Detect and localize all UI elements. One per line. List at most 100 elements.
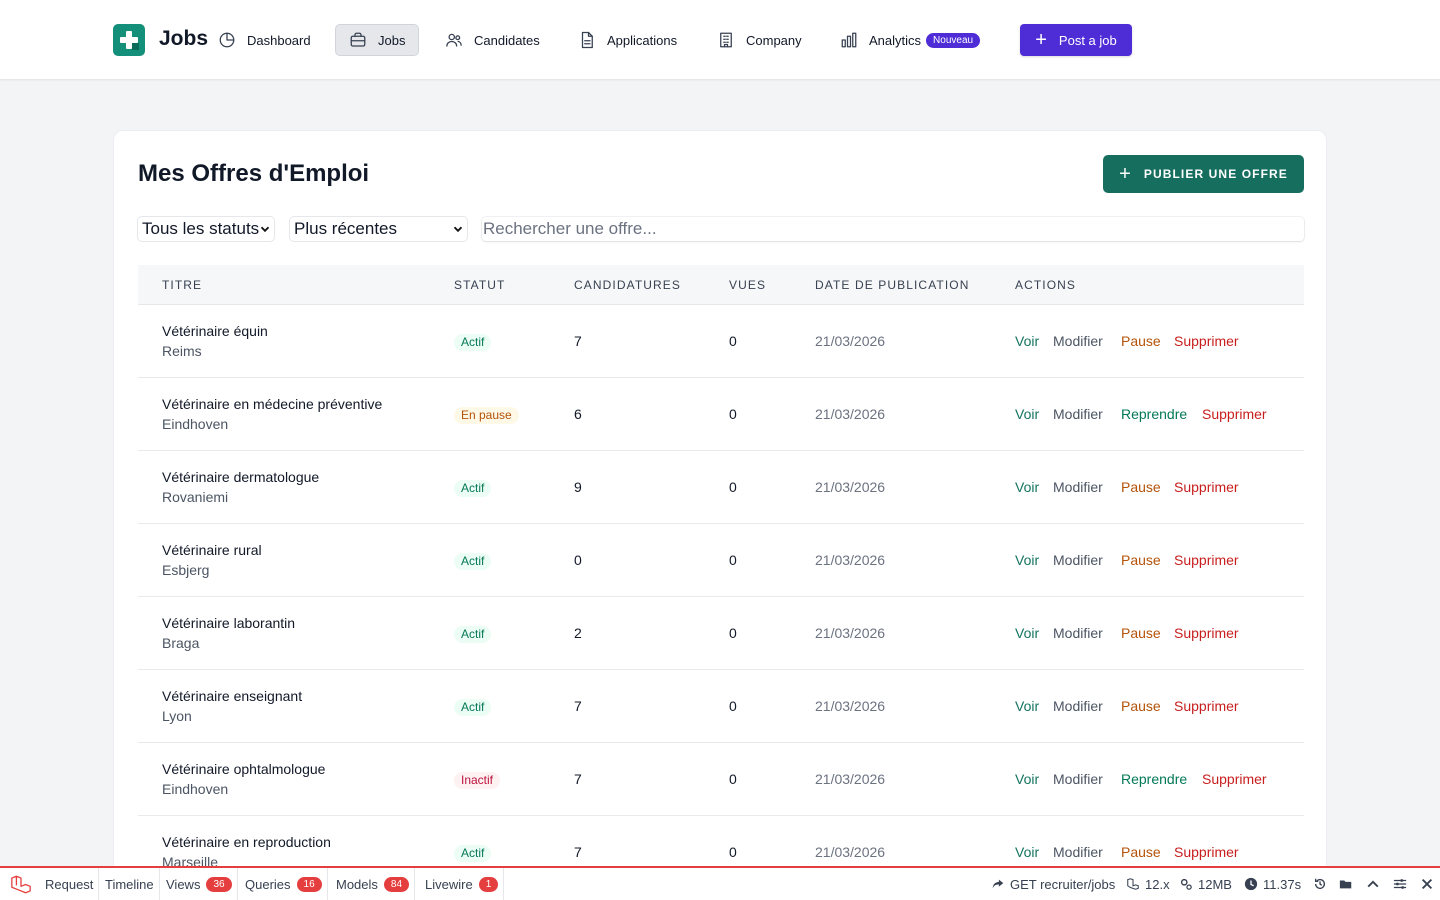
resume-link[interactable]: Reprendre xyxy=(1121,771,1188,787)
table-row: Vétérinaire ophtalmologue Eindhoven Inacti… xyxy=(138,743,1304,816)
column-header-applications[interactable]: CANDIDATURES xyxy=(574,278,681,292)
share-arrow-icon xyxy=(992,879,1004,889)
delete-link[interactable]: Supprimer xyxy=(1202,771,1267,787)
delete-link[interactable]: Supprimer xyxy=(1174,552,1239,568)
job-title[interactable]: Vétérinaire ophtalmologue xyxy=(162,761,326,777)
delete-link[interactable]: Supprimer xyxy=(1174,479,1239,495)
status-filter-select[interactable]: Tous les statuts xyxy=(138,217,274,241)
view-link[interactable]: Voir xyxy=(1015,406,1040,422)
debug-tab-livewire[interactable]: Livewire 1 xyxy=(420,868,505,900)
brand-title[interactable]: Jobs xyxy=(159,27,209,50)
applications-count: 7 xyxy=(574,771,582,787)
nav-item-dashboard[interactable]: Dashboard xyxy=(218,24,311,56)
pause-link[interactable]: Pause xyxy=(1121,625,1161,641)
view-link[interactable]: Voir xyxy=(1015,552,1040,568)
status-badge: Actif xyxy=(454,699,492,716)
delete-link[interactable]: Supprimer xyxy=(1202,406,1267,422)
document-icon xyxy=(581,31,593,49)
edit-link[interactable]: Modifier xyxy=(1053,844,1103,860)
version-info[interactable]: 12.x xyxy=(1126,868,1170,900)
debug-tab-label: Request xyxy=(45,876,94,892)
applications-count: 7 xyxy=(574,698,582,714)
debug-tab-timeline[interactable]: Timeline xyxy=(100,868,160,900)
job-title[interactable]: Vétérinaire en médecine préventive xyxy=(162,396,383,412)
debug-tab-request[interactable]: Request xyxy=(40,868,100,900)
pause-link[interactable]: Pause xyxy=(1121,698,1161,714)
debug-tab-label: Queries xyxy=(245,876,291,892)
top-navigation: Jobs Dashboard Jobs Candidates Applicati… xyxy=(0,0,1440,80)
job-title[interactable]: Vétérinaire en reproduction xyxy=(162,834,331,850)
nav-item-applications[interactable]: Applications xyxy=(578,24,677,56)
delete-link[interactable]: Supprimer xyxy=(1174,625,1239,641)
column-header-date[interactable]: DATE DE PUBLICATION xyxy=(815,278,970,292)
views-count: 0 xyxy=(729,479,737,495)
job-title[interactable]: Vétérinaire rural xyxy=(162,542,262,558)
status-filter-value: Tous les statuts xyxy=(142,219,260,238)
chevron-up-icon[interactable] xyxy=(1366,877,1380,891)
view-link[interactable]: Voir xyxy=(1015,625,1040,641)
nav-item-jobs[interactable]: Jobs xyxy=(335,24,420,56)
job-title[interactable]: Vétérinaire laborantin xyxy=(162,615,296,631)
post-job-button[interactable]: + Post a job xyxy=(1020,24,1132,56)
status-badge: Actif xyxy=(454,480,492,497)
close-icon[interactable] xyxy=(1420,877,1434,891)
views-count: 0 xyxy=(729,771,737,787)
pause-link[interactable]: Pause xyxy=(1121,844,1161,860)
job-title[interactable]: Vétérinaire équin xyxy=(162,323,268,339)
delete-link[interactable]: Supprimer xyxy=(1174,698,1239,714)
nav-item-company[interactable]: Company xyxy=(717,24,802,56)
job-title[interactable]: Vétérinaire dermatologue xyxy=(162,469,320,485)
nav-item-analytics[interactable]: Analytics Nouveau xyxy=(840,24,981,56)
status-badge: Inactif xyxy=(454,772,501,789)
post-job-label: Post a job xyxy=(1058,32,1117,48)
folder-open-icon[interactable] xyxy=(1339,877,1353,891)
chevron-down-icon xyxy=(260,226,270,233)
publication-date: 21/03/2026 xyxy=(815,552,886,568)
view-link[interactable]: Voir xyxy=(1015,771,1040,787)
pause-link[interactable]: Pause xyxy=(1121,333,1161,349)
job-title[interactable]: Vétérinaire enseignant xyxy=(162,688,303,704)
table-row: Vétérinaire rural Esbjerg Actif 0 0 21/03/202… xyxy=(138,524,1304,597)
status-badge: Actif xyxy=(454,553,492,570)
pause-link[interactable]: Pause xyxy=(1121,479,1161,495)
users-icon xyxy=(446,33,462,47)
debug-tab-views[interactable]: Views 36 xyxy=(161,868,238,900)
resume-link[interactable]: Reprendre xyxy=(1121,406,1188,422)
time-info[interactable]: 11.37s xyxy=(1244,868,1301,900)
bar-chart-icon xyxy=(841,32,857,48)
column-header-title[interactable]: TITRE xyxy=(162,278,203,292)
publish-offer-button[interactable]: + PUBLIER UNE OFFRE xyxy=(1103,155,1304,193)
delete-link[interactable]: Supprimer xyxy=(1174,333,1239,349)
edit-link[interactable]: Modifier xyxy=(1053,333,1103,349)
edit-link[interactable]: Modifier xyxy=(1053,771,1103,787)
edit-link[interactable]: Modifier xyxy=(1053,479,1103,495)
view-link[interactable]: Voir xyxy=(1015,698,1040,714)
view-link[interactable]: Voir xyxy=(1015,479,1040,495)
search-input[interactable] xyxy=(482,217,1304,241)
column-header-status[interactable]: STATUT xyxy=(454,278,506,292)
laravel-logo-icon[interactable] xyxy=(10,875,32,894)
views-count: 0 xyxy=(729,625,737,641)
pause-link[interactable]: Pause xyxy=(1121,552,1161,568)
sort-select[interactable]: Plus récentes xyxy=(290,217,467,241)
job-city: Eindhoven xyxy=(162,416,229,432)
view-link[interactable]: Voir xyxy=(1015,333,1040,349)
route-text: GET recruiter/jobs xyxy=(1010,876,1116,892)
edit-link[interactable]: Modifier xyxy=(1053,625,1103,641)
logo-icon[interactable] xyxy=(113,24,145,56)
route-info[interactable]: GET recruiter/jobs xyxy=(991,868,1115,900)
debug-tab-models[interactable]: Models 84 xyxy=(331,868,416,900)
memory-info[interactable]: 12MB xyxy=(1179,868,1232,900)
sliders-icon[interactable] xyxy=(1393,877,1407,891)
delete-link[interactable]: Supprimer xyxy=(1174,844,1239,860)
debug-tab-queries[interactable]: Queries 16 xyxy=(240,868,328,900)
edit-link[interactable]: Modifier xyxy=(1053,552,1103,568)
edit-link[interactable]: Modifier xyxy=(1053,698,1103,714)
edit-link[interactable]: Modifier xyxy=(1053,406,1103,422)
column-header-views[interactable]: VUES xyxy=(729,278,767,292)
view-link[interactable]: Voir xyxy=(1015,844,1040,860)
history-icon[interactable] xyxy=(1313,877,1327,891)
nav-item-candidates[interactable]: Candidates xyxy=(445,24,540,56)
applications-count: 9 xyxy=(574,479,582,495)
table-row: Vétérinaire laborantin Braga Actif 2 0 21/03/… xyxy=(138,597,1304,670)
